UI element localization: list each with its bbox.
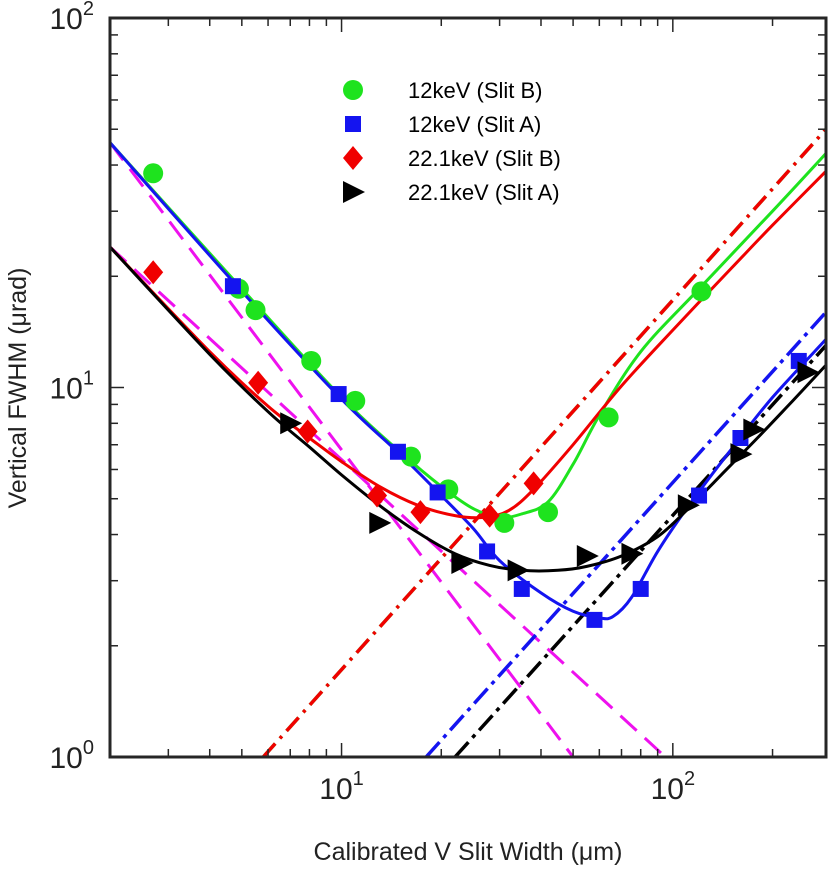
plot-content (110, 128, 826, 757)
legend-marker (345, 116, 361, 132)
legend-marker (343, 146, 363, 170)
22-1kev-slit-a-asymptote (453, 344, 826, 757)
plot-area (110, 128, 826, 757)
12kev-slit-a-points (224, 278, 807, 628)
data-point (451, 551, 474, 574)
22-1kev-slit-a-points (280, 361, 820, 582)
data-point (632, 580, 649, 597)
data-point (280, 412, 303, 435)
data-point (389, 443, 406, 460)
data-point (586, 611, 603, 628)
data-point (330, 386, 347, 403)
data-point (143, 163, 164, 184)
legend-entry-12kev-slit-b: 12keV (Slit B) (343, 78, 543, 103)
x-tick-label: 102 (651, 768, 696, 806)
ticks (109, 17, 826, 758)
22-1kev-slit-b-points (143, 260, 544, 528)
data-point (367, 483, 388, 508)
y-axis-label: Vertical FWHM (μrad) (4, 268, 32, 509)
x-axis-label: Calibrated V Slit Width (μm) (314, 838, 623, 866)
legend-label: 22.1keV (Slit B) (408, 146, 561, 171)
data-point (400, 446, 421, 467)
legend-label: 12keV (Slit B) (408, 78, 543, 103)
data-point (245, 300, 266, 321)
x-tick-label: 101 (319, 768, 364, 806)
data-point (345, 390, 366, 411)
data-point (523, 471, 544, 496)
data-point (248, 370, 269, 395)
data-point (410, 500, 431, 525)
data-point (297, 419, 318, 444)
data-point (513, 580, 530, 597)
legend-entry-22-1kev-slit-b: 22.1keV (Slit B) (343, 146, 561, 171)
data-point (479, 503, 500, 528)
data-point (494, 512, 515, 533)
legend: 12keV (Slit B) 12keV (Slit A) 22.1keV (Sli… (343, 78, 561, 205)
data-point (369, 511, 392, 534)
data-point (538, 502, 559, 523)
data-point (301, 350, 322, 371)
legend-marker (343, 181, 365, 203)
axes: 101 102 100 101 102 (50, 0, 828, 806)
geometric-asymptote-narrow (110, 245, 667, 757)
data-point (797, 361, 820, 384)
y-tick-label: 102 (50, 0, 95, 36)
legend-label: 12keV (Slit A) (408, 112, 541, 137)
data-point (730, 443, 753, 466)
data-point (743, 418, 766, 441)
data-point (598, 407, 619, 428)
data-point (621, 542, 644, 565)
data-point (224, 278, 241, 295)
y-tick-label: 101 (50, 368, 95, 406)
y-tick-label: 100 (50, 737, 95, 775)
data-point (677, 494, 700, 517)
legend-marker (343, 80, 363, 100)
data-point (507, 559, 530, 582)
data-point (143, 260, 164, 285)
legend-entry-12kev-slit-a: 12keV (Slit A) (345, 112, 541, 137)
12kev-slit-a-asymptote (424, 310, 826, 757)
legend-label: 22.1keV (Slit A) (408, 180, 560, 205)
geometric-asymptote-wide (110, 141, 575, 757)
legend-entry-22-1kev-slit-a: 22.1keV (Slit A) (343, 180, 560, 205)
data-point (691, 281, 712, 302)
data-point (691, 487, 708, 504)
data-point (479, 543, 496, 560)
data-point (429, 484, 446, 501)
22-1kev-slit-b-asymptote (261, 128, 826, 757)
data-point (576, 544, 599, 567)
